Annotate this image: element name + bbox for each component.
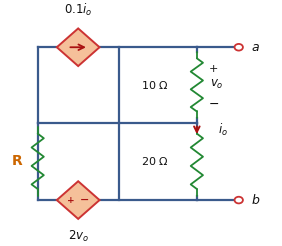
Text: $b$: $b$ (251, 193, 261, 207)
Text: $a$: $a$ (251, 41, 260, 54)
Text: −: − (80, 195, 89, 205)
Text: $20\ \Omega$: $20\ \Omega$ (141, 155, 169, 167)
Text: $0.1i_o$: $0.1i_o$ (64, 2, 92, 18)
Text: $i_o$: $i_o$ (218, 122, 228, 138)
Text: +: + (209, 64, 218, 74)
Polygon shape (57, 29, 100, 66)
Polygon shape (57, 181, 100, 219)
Text: $2v_o$: $2v_o$ (68, 229, 89, 244)
Text: $10\ \Omega$: $10\ \Omega$ (141, 79, 169, 91)
Text: −: − (208, 98, 219, 111)
Text: +: + (67, 196, 74, 205)
Text: $\mathbf{R}$: $\mathbf{R}$ (11, 154, 24, 168)
Text: $v_o$: $v_o$ (210, 78, 223, 92)
